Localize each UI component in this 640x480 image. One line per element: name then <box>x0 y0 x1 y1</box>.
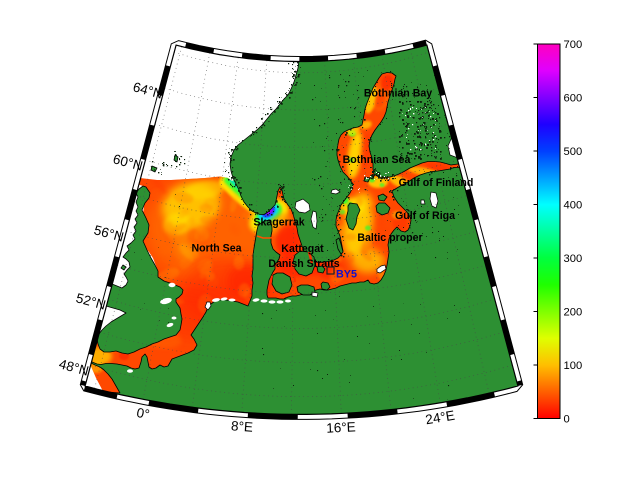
svg-text:Gulf of Finland: Gulf of Finland <box>399 177 474 189</box>
svg-text:Bothnian Bay: Bothnian Bay <box>364 87 432 99</box>
svg-text:Baltic proper: Baltic proper <box>357 232 422 244</box>
svg-text:Danish Straits: Danish Straits <box>268 258 339 270</box>
svg-text:100: 100 <box>564 360 583 372</box>
svg-text:16°E: 16°E <box>326 419 356 435</box>
svg-text:700: 700 <box>564 39 583 51</box>
svg-text:BY5: BY5 <box>336 269 357 281</box>
svg-text:300: 300 <box>564 253 583 265</box>
svg-text:24°E: 24°E <box>424 408 455 428</box>
svg-text:200: 200 <box>564 307 583 319</box>
svg-text:8°E: 8°E <box>231 418 254 435</box>
svg-text:0°: 0° <box>135 405 151 422</box>
svg-text:500: 500 <box>564 146 583 158</box>
svg-text:400: 400 <box>564 200 583 212</box>
svg-text:Bothnian Sea: Bothnian Sea <box>343 154 411 166</box>
svg-text:Gulf of Riga: Gulf of Riga <box>395 210 455 222</box>
svg-text:North Sea: North Sea <box>191 242 241 254</box>
svg-text:600: 600 <box>564 93 583 105</box>
svg-text:Skagerrak: Skagerrak <box>253 216 304 228</box>
svg-text:Kattegat: Kattegat <box>281 243 324 255</box>
svg-text:0: 0 <box>564 414 570 426</box>
